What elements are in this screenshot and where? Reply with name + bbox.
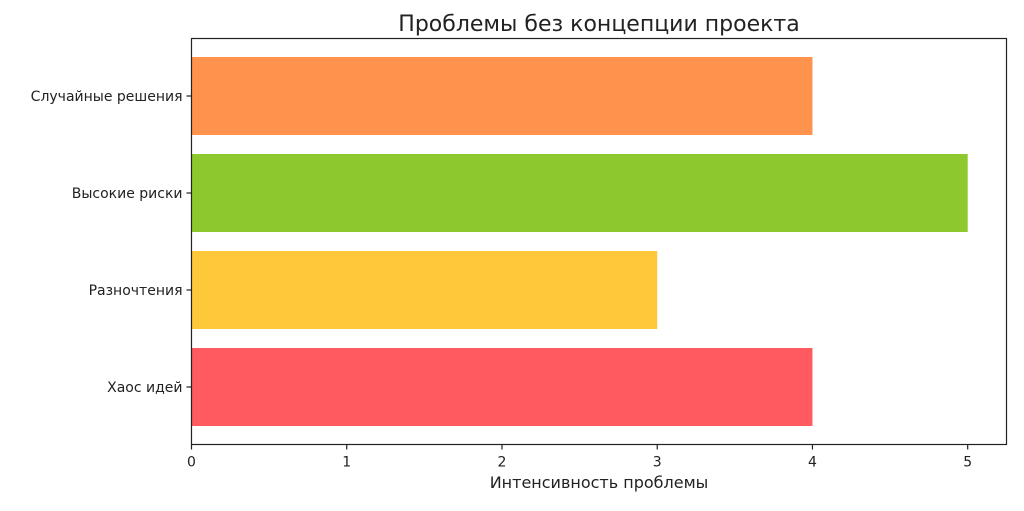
- x-axis-label: Интенсивность проблемы: [490, 473, 709, 492]
- x-tick-label-5: 5: [963, 455, 972, 471]
- y-axis: Хаос идей Разночтения Высокие риски Случайн…: [31, 89, 192, 396]
- x-tick-label-3: 3: [653, 455, 662, 471]
- y-tick-label-0: Хаос идей: [107, 380, 182, 396]
- bar-0: [191, 348, 813, 426]
- x-tick-label-1: 1: [342, 455, 351, 471]
- plot-frame: [190, 37, 1008, 446]
- x-axis: 0 1 2 3 4 5: [187, 444, 972, 471]
- x-tick-label-2: 2: [498, 455, 507, 471]
- x-tick-label-0: 0: [187, 455, 196, 471]
- bar-3: [191, 57, 813, 135]
- y-tick-label-3: Случайные решения: [31, 89, 183, 105]
- y-tick-label-2: Высокие риски: [72, 186, 183, 202]
- bars: [191, 57, 968, 426]
- y-tick-label-1: Разночтения: [89, 283, 183, 299]
- bar-1: [191, 251, 658, 329]
- x-tick-label-4: 4: [808, 455, 817, 471]
- bar-2: [191, 154, 968, 232]
- chart-title: Проблемы без концепции проекта: [398, 12, 799, 37]
